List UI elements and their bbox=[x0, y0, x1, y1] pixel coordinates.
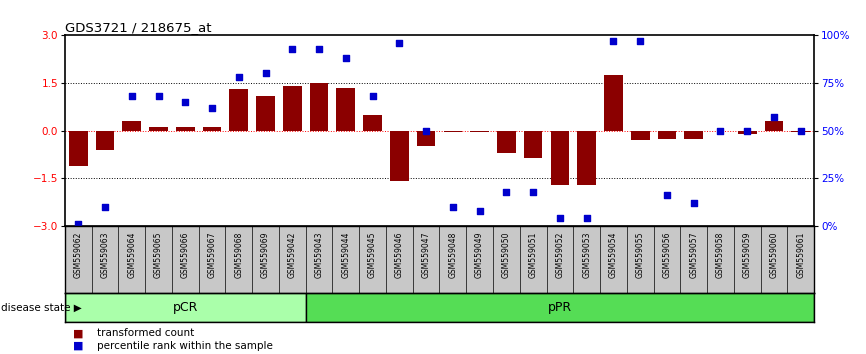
Point bbox=[527, 189, 540, 194]
Point bbox=[178, 99, 192, 105]
Bar bbox=[256, 96, 275, 131]
Bar bbox=[310, 83, 328, 131]
Text: GSM559046: GSM559046 bbox=[395, 231, 404, 278]
Text: percentile rank within the sample: percentile rank within the sample bbox=[97, 341, 273, 351]
Text: GSM559051: GSM559051 bbox=[528, 231, 538, 278]
Point bbox=[125, 93, 139, 99]
Text: GSM559049: GSM559049 bbox=[475, 231, 484, 278]
Text: GSM559043: GSM559043 bbox=[314, 231, 324, 278]
Bar bbox=[306, 293, 814, 322]
Point bbox=[633, 38, 647, 44]
Text: GSM559055: GSM559055 bbox=[636, 231, 644, 278]
Point bbox=[98, 204, 112, 210]
Point bbox=[365, 93, 379, 99]
Point bbox=[794, 128, 808, 133]
Bar bbox=[96, 131, 114, 150]
Bar bbox=[524, 131, 542, 158]
Point bbox=[259, 71, 273, 76]
Point bbox=[286, 46, 300, 52]
Bar bbox=[417, 131, 436, 147]
Bar bbox=[551, 131, 569, 184]
Text: GSM559053: GSM559053 bbox=[582, 231, 591, 278]
Text: transformed count: transformed count bbox=[97, 328, 194, 338]
Point bbox=[553, 215, 567, 221]
Bar bbox=[149, 127, 168, 131]
Bar bbox=[283, 86, 301, 131]
Point bbox=[714, 128, 727, 133]
Text: GSM559066: GSM559066 bbox=[181, 231, 190, 278]
Bar bbox=[792, 131, 810, 132]
Text: GSM559050: GSM559050 bbox=[502, 231, 511, 278]
Bar bbox=[122, 121, 141, 131]
Bar bbox=[738, 131, 757, 134]
Text: pPR: pPR bbox=[548, 301, 572, 314]
Point bbox=[232, 74, 246, 80]
Point bbox=[473, 208, 487, 213]
Bar bbox=[604, 75, 623, 131]
Text: GSM559060: GSM559060 bbox=[769, 231, 779, 278]
Point bbox=[446, 204, 460, 210]
Text: GSM559054: GSM559054 bbox=[609, 231, 617, 278]
Bar bbox=[443, 131, 462, 132]
Text: GSM559052: GSM559052 bbox=[555, 231, 565, 278]
Text: GSM559048: GSM559048 bbox=[449, 231, 457, 278]
Text: ■: ■ bbox=[73, 341, 83, 351]
Point bbox=[767, 114, 781, 120]
Text: GSM559069: GSM559069 bbox=[262, 231, 270, 278]
Bar bbox=[470, 131, 489, 132]
Text: GSM559059: GSM559059 bbox=[743, 231, 752, 278]
Text: GSM559044: GSM559044 bbox=[341, 231, 351, 278]
Text: GSM559061: GSM559061 bbox=[796, 231, 805, 278]
Point bbox=[312, 46, 326, 52]
Point bbox=[687, 200, 701, 206]
Bar bbox=[363, 115, 382, 131]
Point bbox=[71, 221, 85, 227]
Text: ■: ■ bbox=[73, 328, 83, 338]
Text: GSM559058: GSM559058 bbox=[716, 231, 725, 278]
Bar bbox=[203, 127, 222, 131]
Bar bbox=[765, 121, 783, 131]
Bar bbox=[578, 131, 596, 184]
Point bbox=[152, 93, 165, 99]
Bar bbox=[69, 131, 87, 166]
Bar bbox=[176, 127, 195, 131]
Text: GSM559057: GSM559057 bbox=[689, 231, 698, 278]
Text: GSM559047: GSM559047 bbox=[422, 231, 430, 278]
Text: GSM559064: GSM559064 bbox=[127, 231, 136, 278]
Point bbox=[579, 215, 593, 221]
Bar bbox=[337, 88, 355, 131]
Text: GSM559042: GSM559042 bbox=[288, 231, 297, 278]
Text: pCR: pCR bbox=[172, 301, 198, 314]
Bar bbox=[65, 293, 306, 322]
Text: disease state ▶: disease state ▶ bbox=[1, 303, 81, 313]
Bar bbox=[630, 131, 650, 140]
Bar bbox=[657, 131, 676, 138]
Text: GSM559063: GSM559063 bbox=[100, 231, 110, 278]
Text: GSM559062: GSM559062 bbox=[74, 231, 83, 278]
Point bbox=[606, 38, 620, 44]
Point bbox=[339, 56, 352, 61]
Bar bbox=[684, 131, 703, 138]
Bar bbox=[497, 131, 516, 153]
Point bbox=[392, 40, 406, 46]
Point bbox=[740, 128, 754, 133]
Text: GSM559067: GSM559067 bbox=[208, 231, 216, 278]
Text: GSM559065: GSM559065 bbox=[154, 231, 163, 278]
Bar bbox=[390, 131, 409, 181]
Text: GDS3721 / 218675_at: GDS3721 / 218675_at bbox=[65, 21, 211, 34]
Text: GSM559045: GSM559045 bbox=[368, 231, 377, 278]
Point bbox=[660, 193, 674, 198]
Text: GSM559068: GSM559068 bbox=[235, 231, 243, 278]
Bar bbox=[229, 89, 249, 131]
Text: GSM559056: GSM559056 bbox=[662, 231, 671, 278]
Point bbox=[500, 189, 514, 194]
Point bbox=[205, 105, 219, 110]
Point bbox=[419, 128, 433, 133]
